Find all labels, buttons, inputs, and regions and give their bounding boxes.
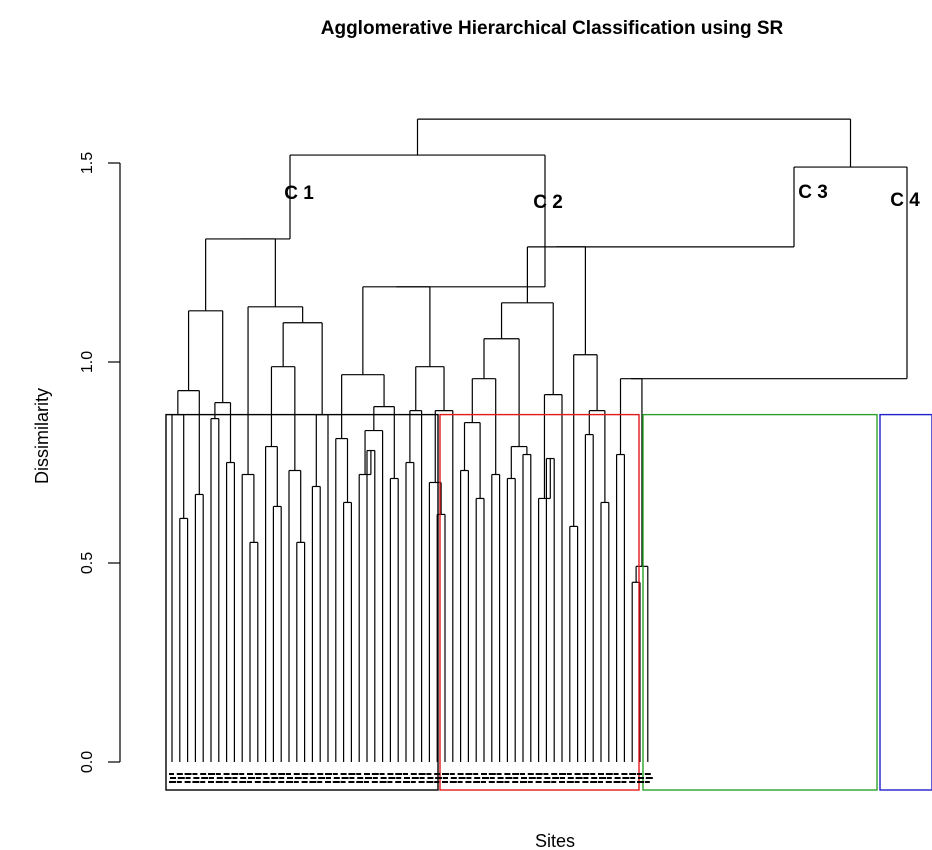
leaf-label-mark (239, 773, 247, 783)
leaf-label-mark (270, 773, 279, 783)
leaf-label-mark (442, 773, 449, 783)
leaf-label-mark (574, 773, 583, 783)
cluster-box-2 (439, 413, 640, 791)
y-tick-label: 1.0 (79, 351, 96, 373)
leaf-label-mark (426, 773, 434, 783)
leaf-label-mark (629, 773, 637, 783)
chart-title: Agglomerative Hierarchical Classificatio… (321, 18, 784, 39)
leaf-label-mark (262, 773, 270, 783)
leaf-label-mark (286, 773, 293, 783)
cluster-label-c1: C 1 (284, 183, 314, 204)
leaf-label-mark (231, 773, 239, 783)
cluster-label-c2: C 2 (533, 192, 563, 213)
leaf-label-mark (543, 773, 551, 783)
leaf-label-mark (379, 773, 387, 783)
leaf-label-mark (403, 773, 410, 783)
leaf-label-mark (309, 773, 317, 783)
cluster-boxes (165, 413, 932, 791)
leaf-label-mark (613, 773, 621, 783)
y-axis-label: Dissimilarity (32, 388, 52, 484)
leaf-label-mark (621, 773, 630, 783)
leaf-label-mark (325, 773, 332, 783)
leaf-label-mark (387, 773, 396, 783)
leaf-label-mark (395, 773, 403, 783)
leaf-label-mark (582, 773, 590, 783)
leaf-label-mark (176, 773, 185, 783)
leaf-label-mark (566, 773, 574, 783)
leaf-label-mark (496, 773, 504, 783)
leaf-label-mark (520, 773, 527, 783)
leaf-label-mark (449, 773, 457, 783)
leaf-label-mark (551, 773, 560, 783)
leaf-label-mark (637, 773, 644, 783)
leaf-label-mark (317, 773, 326, 783)
leaf-label-mark (598, 773, 606, 783)
cluster-box-3 (642, 413, 878, 791)
leaf-label-mark (410, 773, 419, 783)
leaf-label-mark (364, 773, 372, 783)
leaf-label-mark (512, 773, 520, 783)
leaf-label-mark (223, 773, 232, 783)
cluster-label-c4: C 4 (890, 190, 920, 211)
leaf-label-mark (356, 773, 364, 783)
leaf-label-mark (434, 773, 443, 783)
x-axis-label: Sites (535, 831, 575, 850)
leaf-label-mark (590, 773, 598, 783)
leaf-labels (169, 773, 653, 783)
leaf-label-mark (481, 773, 489, 783)
cluster-box-1 (165, 413, 439, 791)
y-axis: 0.0 0.5 1.0 1.5 (79, 152, 121, 773)
leaf-label-mark (535, 773, 543, 783)
dendrogram-tree (171, 118, 908, 762)
leaf-label-mark (371, 773, 379, 783)
leaf-label-mark (200, 773, 209, 783)
leaf-label-mark (184, 773, 192, 783)
y-tick-label: 1.5 (79, 152, 96, 174)
leaf-label-mark (332, 773, 340, 783)
cluster-labels: C 1 C 2 C 3 C 4 (284, 182, 920, 213)
leaf-label-mark (504, 773, 513, 783)
leaf-label-mark (418, 773, 426, 783)
leaf-label-mark (340, 773, 349, 783)
leaf-label-mark (301, 773, 309, 783)
leaf-label-mark (465, 773, 473, 783)
leaf-label-mark (457, 773, 466, 783)
y-tick-label: 0.5 (79, 552, 96, 574)
leaf-label-mark (644, 773, 653, 783)
leaf-label-mark (247, 773, 255, 783)
leaf-label-mark (559, 773, 566, 783)
leaf-label-mark (527, 773, 536, 783)
leaf-label-mark (488, 773, 496, 783)
leaf-label-mark (169, 773, 176, 783)
cluster-label-c3: C 3 (798, 182, 828, 203)
leaf-label-mark (473, 773, 481, 783)
y-tick-label: 0.0 (79, 751, 96, 773)
leaf-label-mark (278, 773, 286, 783)
leaf-label-mark (192, 773, 200, 783)
leaf-label-mark (348, 773, 356, 783)
leaf-label-mark (215, 773, 223, 783)
leaf-label-mark (254, 773, 262, 783)
leaf-label-mark (293, 773, 302, 783)
leaf-label-mark (605, 773, 613, 783)
leaf-label-mark (208, 773, 215, 783)
cluster-box-4 (879, 413, 932, 791)
